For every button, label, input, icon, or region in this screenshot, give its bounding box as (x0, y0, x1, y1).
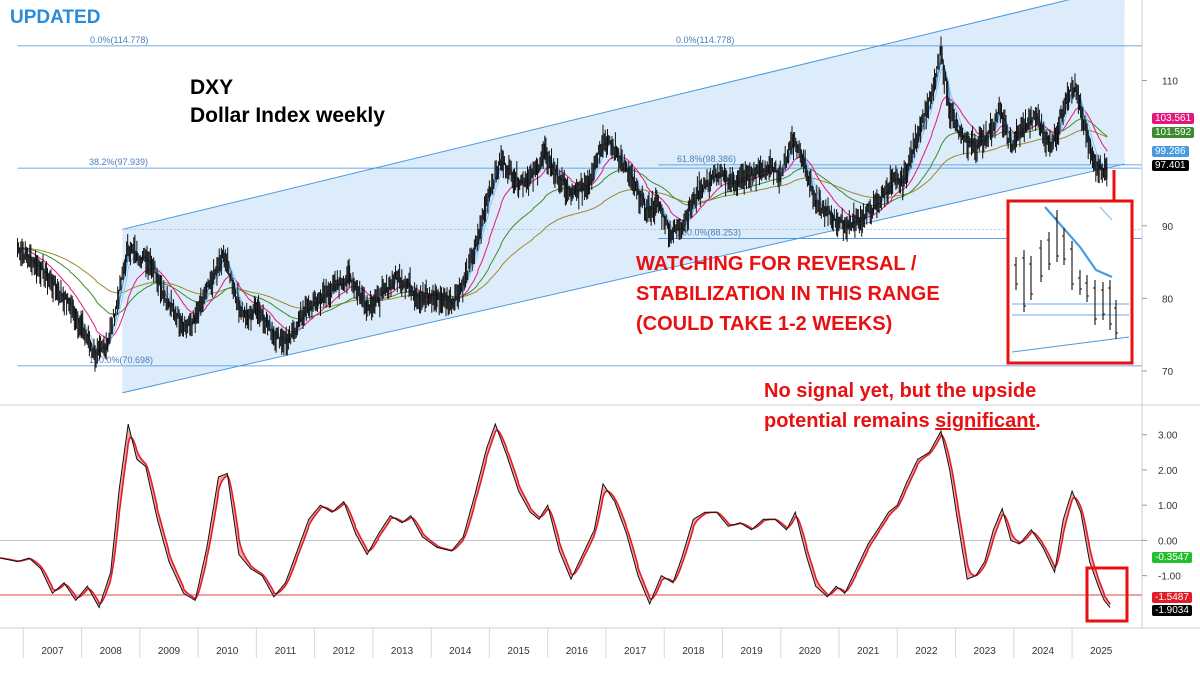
signal-text-post: . (1035, 410, 1041, 432)
x-tick-label: 2019 (740, 646, 763, 657)
osc-value-badge: -1.9034 (1152, 605, 1192, 616)
inset-ma-line (1044, 206, 1113, 279)
x-tick-label: 2022 (915, 646, 938, 657)
inset-price-bars (1014, 210, 1118, 339)
osc-value-badge: -0.3547 (1152, 552, 1192, 563)
price-value-badge: 99.286 (1152, 146, 1189, 157)
chart-title: DXY (190, 76, 234, 99)
channel-fill (122, 0, 1125, 393)
x-tick-label: 2011 (275, 646, 297, 657)
inset-channel-line (1011, 336, 1130, 353)
osc-main-line (0, 422, 1111, 609)
price-value-badge: 97.401 (1152, 160, 1189, 171)
price-layer (17, 36, 1108, 372)
x-tick-label: 2009 (158, 646, 181, 657)
x-tick-label: 2010 (216, 646, 239, 657)
price-value-badge: 103.561 (1152, 113, 1195, 124)
signal-annotation-line1: No signal yet, but the upside (764, 380, 1037, 402)
price-tick-label: 70 (1162, 367, 1174, 378)
watch-annotation-line2: STABILIZATION IN THIS RANGE (636, 283, 940, 305)
price-value-badge: 101.592 (1152, 127, 1195, 138)
x-tick-label: 2015 (507, 646, 530, 657)
x-tick-label: 2020 (799, 646, 822, 657)
signal-annotation-line2: potential remains significant. (764, 410, 1041, 433)
osc-value-badge: -1.5487 (1152, 592, 1192, 603)
osc-tick-label: 3.00 (1158, 431, 1178, 442)
x-tick-label: 2016 (566, 646, 589, 657)
osc-tick-label: 0.00 (1158, 536, 1178, 547)
fibonacci-layer: 0.0%(114.778) 0.0%(114.778) 38.2%(97.939) 6… (17, 35, 1142, 367)
fib-level-label: 38.2%(97.939) (89, 157, 148, 167)
fib-level-label: 61.8%(98.386) (677, 154, 736, 164)
x-tick-label: 2024 (1032, 646, 1055, 657)
osc-highlight-box (1085, 566, 1129, 623)
x-tick-label: 2014 (449, 646, 472, 657)
fib-level-label: 100.0%(88.253) (677, 227, 741, 237)
x-tick-label: 2012 (333, 646, 356, 657)
chart-subtitle: Dollar Index weekly (190, 104, 385, 127)
watch-annotation-line3: (COULD TAKE 1-2 WEEKS) (636, 313, 893, 335)
signal-text-emphasis: significant (935, 410, 1036, 432)
osc-signal-line (0, 429, 1111, 605)
x-tick-label: 2023 (974, 646, 997, 657)
watch-annotation-line1: WATCHING FOR REVERSAL / (636, 253, 917, 275)
x-tick-label: 2008 (100, 646, 123, 657)
price-tick-label: 80 (1162, 294, 1174, 305)
x-tick-label: 2021 (857, 646, 880, 657)
signal-text-pre: potential remains (764, 410, 936, 432)
osc-tick-label: 2.00 (1158, 466, 1178, 477)
osc-tick-label: 1.00 (1158, 501, 1178, 512)
inset-ma2-line (1099, 206, 1113, 221)
fib-level-label: 100.0%(70.698) (89, 355, 153, 365)
x-tick-label: 2025 (1090, 646, 1113, 657)
fib-level-label: 0.0%(114.778) (676, 35, 734, 45)
x-tick-label: 2013 (391, 646, 414, 657)
oscillator-layer (0, 422, 1111, 609)
x-tick-label: 2007 (41, 646, 64, 657)
axis-layer: 110 90 80 70 3.00 2.00 1.00 0.00 -1.00 2007 2008 20… (0, 0, 1200, 658)
osc-tick-label: -1.00 (1158, 572, 1181, 583)
channel-layer (122, 0, 1142, 394)
zoom-box (1006, 199, 1134, 365)
price-weekly-bars (17, 36, 1108, 372)
fib-level-label: 0.0%(114.778) (90, 35, 148, 45)
price-tick-label: 90 (1162, 222, 1174, 233)
updated-label: UPDATED (10, 7, 101, 28)
annotation-layer (1006, 170, 1134, 623)
channel-upper-line (122, 0, 1070, 230)
x-tick-label: 2017 (624, 646, 647, 657)
x-tick-label: 2018 (682, 646, 705, 657)
channel-lower-line (122, 163, 1125, 394)
price-tick-label: 110 (1162, 77, 1178, 88)
